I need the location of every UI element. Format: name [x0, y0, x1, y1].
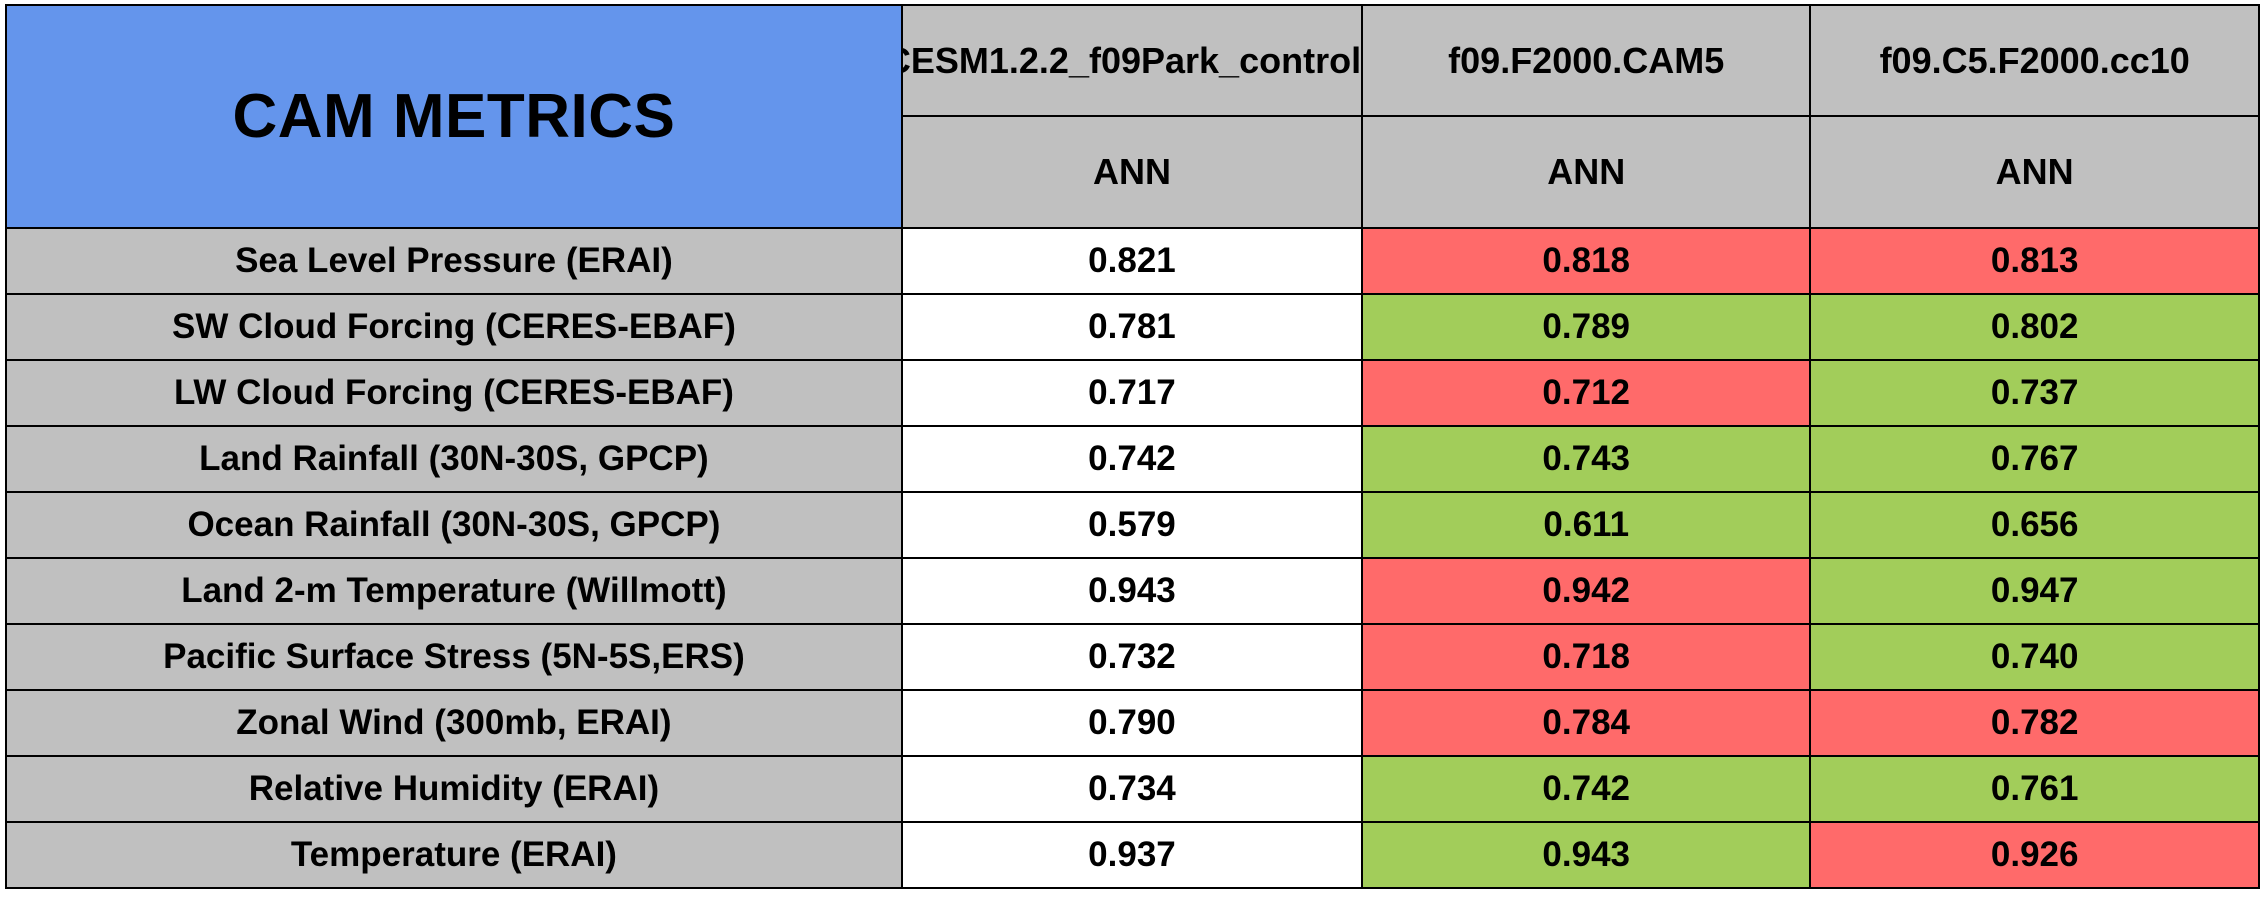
table-title: CAM METRICS: [5, 4, 903, 229]
metric-value-col-2: 0.611: [1361, 491, 1812, 559]
table-row: Zonal Wind (300mb, ERAI) 0.790 0.784 0.782: [5, 689, 2260, 757]
column-header-season-2: ANN: [1361, 115, 1812, 229]
metric-value-col-2: 0.743: [1361, 425, 1812, 493]
metric-value-col-1: 0.937: [900, 821, 1364, 889]
metric-label: SW Cloud Forcing (CERES-EBAF): [5, 293, 903, 361]
metric-value-col-3: 0.737: [1809, 359, 2260, 427]
table-row: Land 2-m Temperature (Willmott) 0.943 0.94…: [5, 557, 2260, 625]
metric-value-col-1: 0.579: [900, 491, 1364, 559]
metric-value-col-3: 0.740: [1809, 623, 2260, 691]
metric-value-col-1: 0.943: [900, 557, 1364, 625]
metric-label: Sea Level Pressure (ERAI): [5, 227, 903, 295]
metric-value-col-3: 0.926: [1809, 821, 2260, 889]
metric-value-col-2: 0.818: [1361, 227, 1812, 295]
column-header-case-3: f09.C5.F2000.cc10: [1809, 4, 2260, 117]
metric-label: LW Cloud Forcing (CERES-EBAF): [5, 359, 903, 427]
metrics-table: CAM METRICS CESM1.2.2_f09Park_control f0…: [5, 4, 2260, 889]
metric-value-col-1: 0.781: [900, 293, 1364, 361]
metric-value-col-2: 0.784: [1361, 689, 1812, 757]
metric-value-col-1: 0.821: [900, 227, 1364, 295]
metric-value-col-1: 0.742: [900, 425, 1364, 493]
metric-value-col-2: 0.718: [1361, 623, 1812, 691]
metric-value-col-3: 0.782: [1809, 689, 2260, 757]
metric-value-col-2: 0.742: [1361, 755, 1812, 823]
metric-value-col-1: 0.790: [900, 689, 1364, 757]
column-header-season-3: ANN: [1809, 115, 2260, 229]
metric-label: Ocean Rainfall (30N-30S, GPCP): [5, 491, 903, 559]
metric-value-col-1: 0.732: [900, 623, 1364, 691]
metric-label: Pacific Surface Stress (5N-5S,ERS): [5, 623, 903, 691]
metric-label: Relative Humidity (ERAI): [5, 755, 903, 823]
metric-value-col-3: 0.761: [1809, 755, 2260, 823]
table-row: Land Rainfall (30N-30S, GPCP) 0.742 0.743 0…: [5, 425, 2260, 493]
table-row: Pacific Surface Stress (5N-5S,ERS) 0.732 0…: [5, 623, 2260, 691]
table-row: LW Cloud Forcing (CERES-EBAF) 0.717 0.712 0…: [5, 359, 2260, 427]
column-header-season-1: ANN: [900, 115, 1364, 229]
metric-value-col-2: 0.942: [1361, 557, 1812, 625]
metric-value-col-3: 0.656: [1809, 491, 2260, 559]
metric-value-col-3: 0.947: [1809, 557, 2260, 625]
metric-label: Zonal Wind (300mb, ERAI): [5, 689, 903, 757]
metric-value-col-3: 0.767: [1809, 425, 2260, 493]
table-row: Sea Level Pressure (ERAI) 0.821 0.818 0.813: [5, 227, 2260, 295]
metric-label: Land 2-m Temperature (Willmott): [5, 557, 903, 625]
metric-label: Land Rainfall (30N-30S, GPCP): [5, 425, 903, 493]
metric-value-col-2: 0.712: [1361, 359, 1812, 427]
column-header-case-1: CESM1.2.2_f09Park_control: [900, 4, 1364, 117]
table-row: SW Cloud Forcing (CERES-EBAF) 0.781 0.789 0…: [5, 293, 2260, 361]
metric-value-col-1: 0.734: [900, 755, 1364, 823]
table-row: Temperature (ERAI) 0.937 0.943 0.926: [5, 821, 2260, 889]
metric-value-col-3: 0.813: [1809, 227, 2260, 295]
header-row-season: ANN ANN ANN: [6, 115, 2260, 229]
table-row: Ocean Rainfall (30N-30S, GPCP) 0.579 0.611…: [5, 491, 2260, 559]
column-header-case-2: f09.F2000.CAM5: [1361, 4, 1812, 117]
metric-value-col-2: 0.943: [1361, 821, 1812, 889]
header-row-cases: CAM METRICS CESM1.2.2_f09Park_control f0…: [5, 4, 2260, 229]
metric-label: Temperature (ERAI): [5, 821, 903, 889]
table-row: Relative Humidity (ERAI) 0.734 0.742 0.761: [5, 755, 2260, 823]
metric-value-col-3: 0.802: [1809, 293, 2260, 361]
metric-value-col-2: 0.789: [1361, 293, 1812, 361]
metric-value-col-1: 0.717: [900, 359, 1364, 427]
